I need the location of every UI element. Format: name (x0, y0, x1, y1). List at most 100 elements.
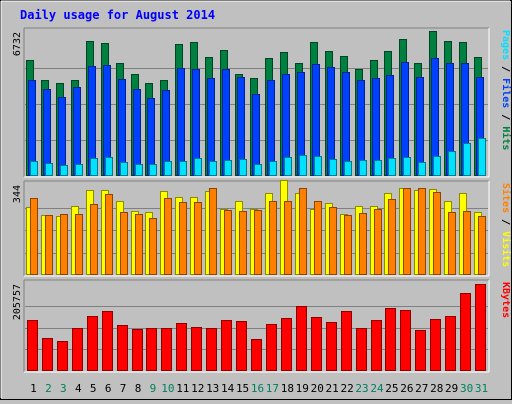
bar-pages-day-1 (30, 161, 38, 176)
bar-kbytes-day-5 (87, 316, 98, 371)
bar-sites-day-4 (75, 214, 83, 275)
bar-sites-day-21 (329, 207, 337, 275)
y-max-label: 6732 (12, 32, 23, 56)
bar-pages-day-24 (374, 160, 382, 176)
bar-pages-day-13 (209, 161, 217, 176)
chart-title: Daily usage for August 2014 (20, 8, 215, 22)
x-tick-label-day-15: 15 (236, 382, 249, 395)
legend-pages: Pages (500, 30, 511, 60)
bar-files-day-7 (118, 79, 126, 176)
bar-kbytes-day-27 (415, 330, 426, 371)
panel-visits-sites: 344 Sites / Visits (12, 180, 512, 277)
bar-pages-day-2 (45, 163, 53, 176)
bar-files-day-16 (252, 94, 260, 176)
x-tick-label-day-29: 29 (445, 382, 458, 395)
bar-sites-day-17 (269, 201, 277, 275)
bar-pages-day-3 (60, 165, 68, 176)
x-tick-label-day-28: 28 (430, 382, 443, 395)
bar-sites-day-25 (388, 199, 396, 275)
x-tick-label-day-31: 31 (475, 382, 488, 395)
bar-sites-day-28 (433, 192, 441, 275)
bar-pages-day-29 (448, 151, 456, 176)
bar-pages-day-5 (90, 158, 98, 176)
bar-sites-day-29 (448, 212, 456, 275)
bar-files-day-9 (147, 98, 155, 176)
bar-sites-day-9 (149, 218, 157, 275)
x-tick-label-day-18: 18 (281, 382, 294, 395)
bar-pages-day-4 (75, 164, 83, 176)
bar-pages-day-14 (224, 160, 232, 176)
legend-hits: Hits (500, 126, 512, 150)
x-tick-label-day-27: 27 (415, 382, 428, 395)
x-tick-label-day-13: 13 (206, 382, 219, 395)
y-max-label: 205757 (12, 284, 23, 320)
bar-sites-day-14 (224, 210, 232, 275)
bar-pages-day-21 (329, 159, 337, 176)
panel-hits-files-pages: 6732 Pages / Files / Hits (12, 27, 512, 178)
bar-pages-day-7 (120, 162, 128, 176)
bar-sites-day-12 (194, 202, 202, 275)
bar-files-day-4 (73, 87, 81, 176)
bar-kbytes-day-2 (42, 338, 53, 371)
x-tick-label-day-22: 22 (340, 382, 353, 395)
x-tick-label-day-21: 21 (326, 382, 339, 395)
bar-sites-day-2 (45, 215, 53, 275)
bar-sites-day-16 (254, 210, 262, 275)
bar-sites-day-1 (30, 198, 38, 275)
bar-kbytes-day-14 (221, 320, 232, 371)
bar-kbytes-day-3 (57, 341, 68, 371)
legend-separator: / (500, 60, 511, 78)
bar-pages-day-10 (164, 161, 172, 176)
bar-sites-day-30 (463, 211, 471, 275)
bar-kbytes-day-28 (430, 319, 441, 371)
bar-sites-day-22 (344, 215, 352, 275)
bar-kbytes-day-6 (102, 311, 113, 371)
bar-kbytes-day-4 (72, 328, 83, 371)
bar-sites-day-26 (403, 188, 411, 275)
x-tick-label-day-19: 19 (296, 382, 309, 395)
bar-pages-day-17 (269, 161, 277, 176)
series-kbytes (27, 284, 486, 371)
bar-kbytes-day-18 (281, 318, 292, 371)
legend-sites: Sites (500, 183, 512, 213)
x-tick-label-day-2: 2 (45, 382, 52, 395)
bar-kbytes-day-30 (460, 293, 471, 371)
bar-kbytes-day-19 (296, 306, 307, 371)
legend-separator: / (500, 108, 511, 126)
x-tick-label-day-16: 16 (251, 382, 264, 395)
x-tick-label-day-3: 3 (60, 382, 67, 395)
bar-kbytes-day-7 (117, 325, 128, 371)
bar-kbytes-day-23 (356, 328, 367, 371)
x-tick-label-day-12: 12 (191, 382, 204, 395)
x-tick-label-day-20: 20 (311, 382, 324, 395)
x-tick-label-day-25: 25 (385, 382, 398, 395)
bar-pages-day-27 (418, 162, 426, 176)
bar-kbytes-day-20 (311, 317, 322, 371)
bar-sites-day-10 (164, 198, 172, 275)
bar-sites-day-18 (284, 201, 292, 275)
bar-sites-day-8 (135, 214, 143, 275)
bar-pages-day-19 (299, 155, 307, 176)
bar-sites-day-6 (105, 194, 113, 275)
x-tick-label-day-30: 30 (460, 382, 473, 395)
bar-kbytes-day-9 (146, 328, 157, 371)
bar-kbytes-day-21 (326, 322, 337, 371)
x-tick-label-day-6: 6 (105, 382, 112, 395)
bar-files-day-14 (222, 69, 230, 176)
bar-pages-day-30 (463, 143, 471, 176)
bar-pages-day-20 (314, 156, 322, 176)
bar-pages-day-22 (344, 161, 352, 176)
bar-files-day-13 (207, 78, 215, 176)
bar-pages-day-26 (403, 157, 411, 176)
bar-sites-day-19 (299, 188, 307, 275)
bar-files-day-3 (58, 97, 66, 176)
series-pages (30, 138, 486, 176)
bar-pages-day-8 (135, 164, 143, 176)
bar-files-day-8 (133, 89, 141, 176)
bar-sites-day-15 (239, 211, 247, 275)
bar-sites-day-23 (359, 213, 367, 275)
legend-visits: Visits (500, 231, 512, 267)
bar-sites-day-31 (478, 216, 486, 275)
